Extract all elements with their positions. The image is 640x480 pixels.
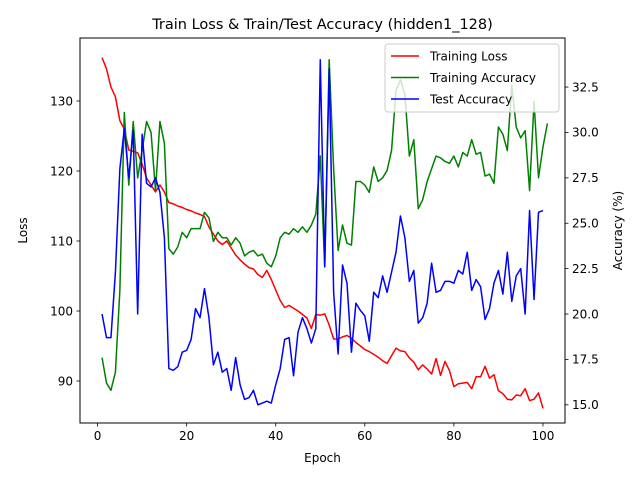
series-line-training-loss <box>101 57 544 409</box>
y-right-tick-label: 22.5 <box>572 262 599 276</box>
y-right-tick-label: 25.0 <box>572 217 599 231</box>
y-axis-right-label: Accuracy (%) <box>611 191 625 270</box>
y-right-tick-label: 30.0 <box>572 126 599 140</box>
legend-label-training-loss: Training Loss <box>429 49 507 63</box>
legend-label-test-accuracy: Test Accuracy <box>429 92 512 106</box>
series-layer <box>101 57 549 409</box>
axes-layer: 0 20 40 60 80 100 90 100 110 120 130 15.0 17.5 20.0 22… <box>50 80 599 443</box>
legend-label-training-accuracy: Training Accuracy <box>429 71 536 85</box>
legend-box <box>384 43 560 113</box>
y-left-tick-label: 130 <box>50 94 73 108</box>
x-tick-label: 20 <box>179 429 194 443</box>
x-tick-label: 60 <box>357 429 372 443</box>
y-right-tick-label: 15.0 <box>572 398 599 412</box>
y-left-tick-label: 100 <box>50 304 73 318</box>
y-left-tick-label: 120 <box>50 164 73 178</box>
y-right-tick-label: 27.5 <box>572 171 599 185</box>
x-tick-label: 40 <box>268 429 283 443</box>
x-tick-label: 0 <box>94 429 102 443</box>
y-axis-left-label: Loss <box>16 217 30 243</box>
y-left-tick-label: 110 <box>50 234 73 248</box>
x-tick-label: 100 <box>532 429 555 443</box>
plot-frame <box>79 37 566 424</box>
chart-title: Train Loss & Train/Test Accuracy (hidden… <box>151 17 493 33</box>
y-right-tick-label: 32.5 <box>572 80 599 94</box>
y-left-tick-label: 90 <box>58 374 73 388</box>
series-line-test-accuracy <box>101 59 544 406</box>
x-axis-label: Epoch <box>304 451 341 465</box>
y-right-tick-label: 20.0 <box>572 307 599 321</box>
y-right-tick-label: 17.5 <box>572 353 599 367</box>
legend: Training Loss Training Accuracy Test Accur… <box>384 43 560 113</box>
x-tick-label: 80 <box>446 429 461 443</box>
